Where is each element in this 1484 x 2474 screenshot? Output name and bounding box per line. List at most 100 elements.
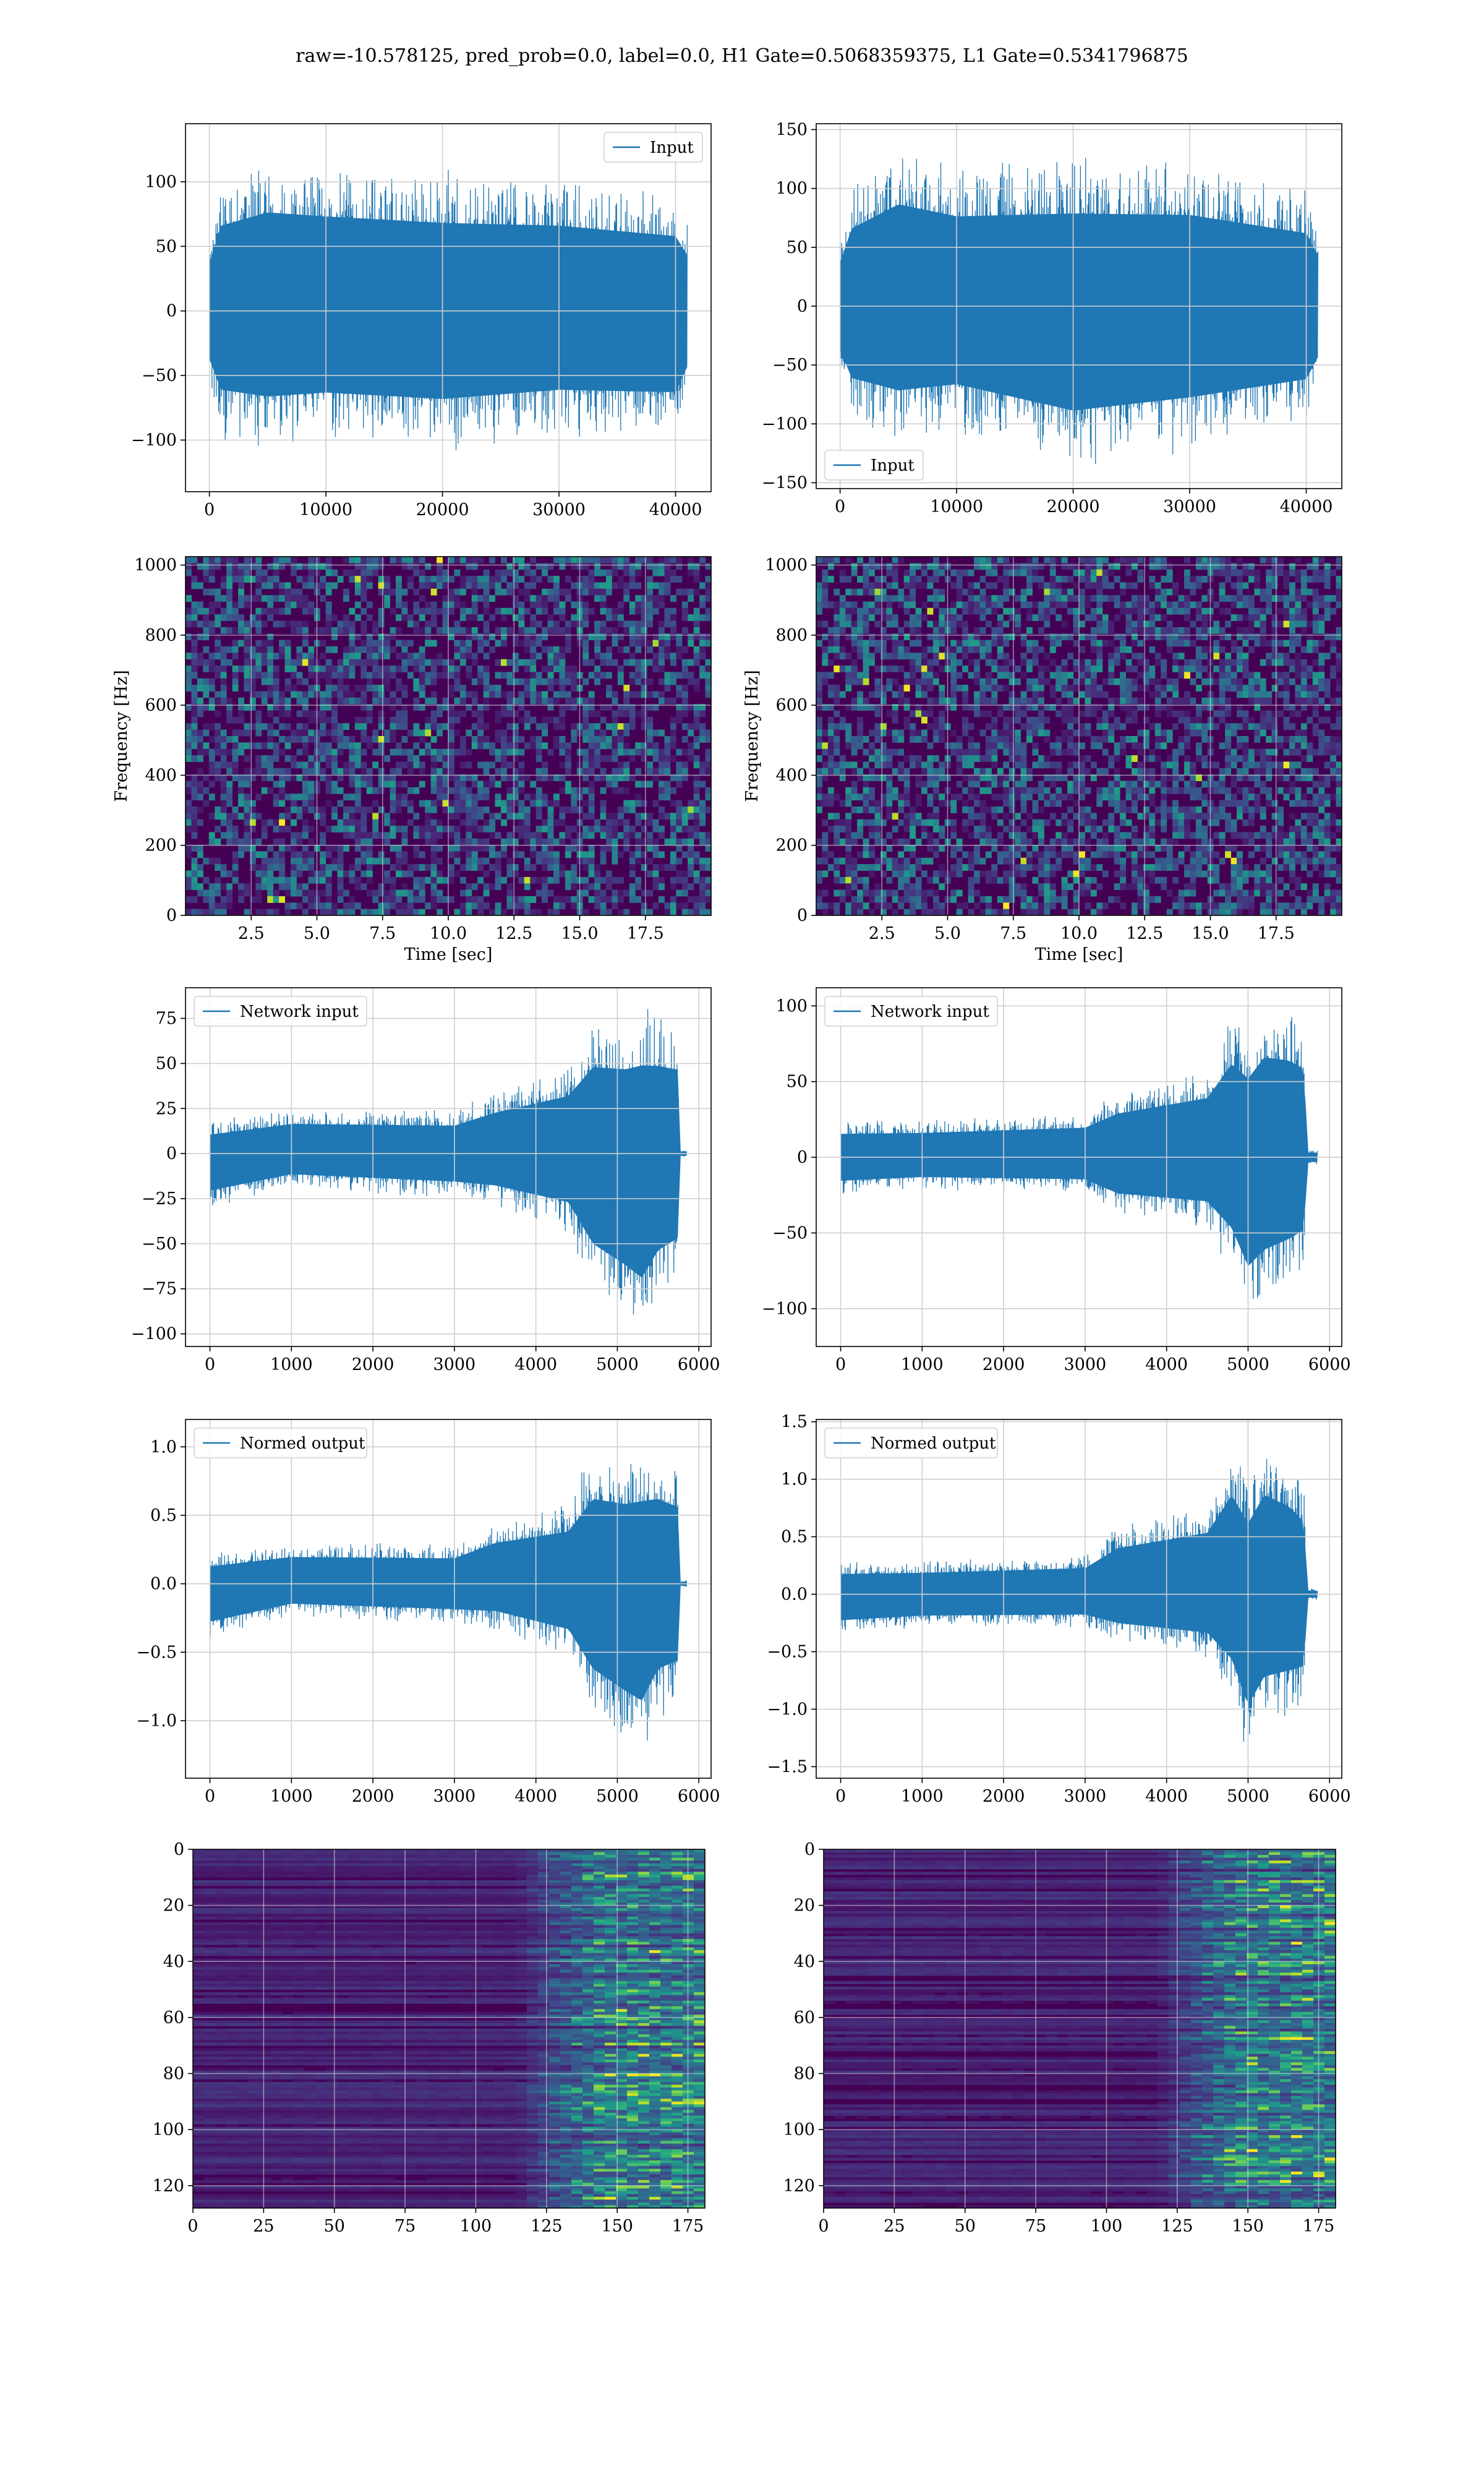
heatmap-cell (448, 755, 454, 762)
heatmap-cell (1085, 691, 1091, 698)
heatmap-cell (676, 653, 683, 660)
heatmap-cell (635, 607, 642, 615)
heatmap-cell (419, 748, 425, 756)
heatmap-cell (1166, 761, 1173, 769)
heatmap-cell (1260, 685, 1266, 691)
heatmap-cell (542, 633, 548, 641)
heatmap-cell (659, 595, 665, 602)
heatmap-cell (413, 883, 420, 891)
heatmap-cell (226, 781, 233, 788)
heatmap-cell (430, 736, 437, 743)
heatmap-cell (693, 902, 700, 910)
heatmap-cell (337, 845, 344, 852)
heatmap-cell (535, 768, 542, 775)
heatmap-cell (705, 755, 711, 762)
heatmap-cell (565, 755, 571, 762)
heatmap-cell (448, 704, 454, 711)
heatmap-cell (291, 889, 297, 897)
heatmap-cell (489, 851, 496, 858)
heatmap-cell (320, 672, 326, 679)
heatmap-cell (582, 889, 589, 897)
heatmap-cell (530, 742, 537, 750)
heatmap-cell (705, 889, 711, 897)
heatmap-cell (1038, 672, 1044, 679)
heatmap-cell (349, 557, 356, 563)
heatmap-cell (950, 704, 957, 711)
heatmap-cell (501, 774, 507, 781)
heatmap-cell (1125, 697, 1132, 704)
heatmap-cell (670, 857, 676, 865)
heatmap-cell (827, 723, 834, 730)
heatmap-cell (378, 806, 385, 813)
heatmap-cell (1020, 742, 1027, 750)
heatmap-cell (1085, 768, 1091, 775)
heatmap-cell (308, 896, 315, 903)
heatmap-cell (215, 806, 221, 813)
heatmap-cell (1032, 563, 1039, 570)
heatmap-cell (378, 787, 385, 794)
heatmap-cell (617, 768, 624, 775)
heatmap-cell (600, 633, 607, 641)
heatmap-cell (215, 666, 221, 672)
heatmap-cell (354, 576, 361, 583)
heatmap-cell (688, 569, 694, 576)
heatmap-cell (553, 620, 560, 628)
heatmap-cell (898, 685, 905, 691)
heatmap-cell (629, 627, 636, 634)
heatmap-cell (477, 902, 484, 910)
heatmap-cell (699, 601, 706, 609)
heatmap-cell (1125, 614, 1132, 622)
heatmap-cell (1143, 627, 1149, 634)
heatmap-cell (506, 627, 513, 634)
heatmap-cell (215, 601, 221, 609)
heatmap-cell (279, 876, 286, 884)
heatmap-cell (997, 729, 1004, 737)
heatmap-cell (471, 627, 478, 634)
heatmap-cell (483, 620, 490, 628)
heatmap-cell (448, 768, 454, 775)
heatmap-cell (1312, 595, 1319, 602)
heatmap-cell (863, 582, 869, 589)
heatmap-cell (448, 716, 454, 724)
heatmap-cell (565, 781, 571, 788)
heatmap-cell (880, 691, 887, 698)
heatmap-cell (827, 742, 834, 750)
heatmap-cell (483, 768, 490, 775)
heatmap-cell (442, 761, 449, 769)
heatmap-cell (337, 723, 344, 730)
heatmap-cell (641, 691, 647, 698)
heatmap-cell (226, 588, 233, 596)
heatmap-cell (641, 557, 647, 563)
heatmap-cell (419, 678, 425, 685)
heatmap-cell (360, 557, 367, 563)
heatmap-cell (880, 588, 887, 596)
heatmap-cell (1137, 742, 1144, 750)
heatmap-cell (962, 729, 969, 737)
heatmap-cell (705, 838, 711, 845)
heatmap-cell (594, 876, 601, 884)
heatmap-cell (302, 826, 309, 833)
heatmap-cell (512, 666, 519, 672)
heatmap-cell (495, 755, 501, 762)
heatmap-cell (220, 794, 227, 801)
heatmap-cell (659, 620, 665, 628)
heatmap-cell (582, 620, 589, 628)
heatmap-cell (1283, 569, 1290, 576)
heatmap-cell (1213, 640, 1220, 647)
heatmap-cell (1201, 576, 1208, 583)
y-tick-label: 50 (156, 237, 177, 256)
heatmap-cell (466, 909, 472, 915)
heatmap-cell (1003, 716, 1010, 724)
heatmap-cell (401, 710, 408, 717)
heatmap-cell (535, 736, 542, 743)
heatmap-cell (302, 710, 309, 717)
heatmap-cell (892, 633, 898, 641)
heatmap-cell (898, 736, 905, 743)
heatmap-cell (267, 768, 274, 775)
heatmap-cell (688, 633, 694, 641)
heatmap-cell (349, 781, 356, 788)
heatmap-cell (1079, 691, 1085, 698)
heatmap-cell (291, 601, 297, 609)
heatmap-cell (208, 838, 215, 845)
heatmap-cell (600, 659, 607, 666)
